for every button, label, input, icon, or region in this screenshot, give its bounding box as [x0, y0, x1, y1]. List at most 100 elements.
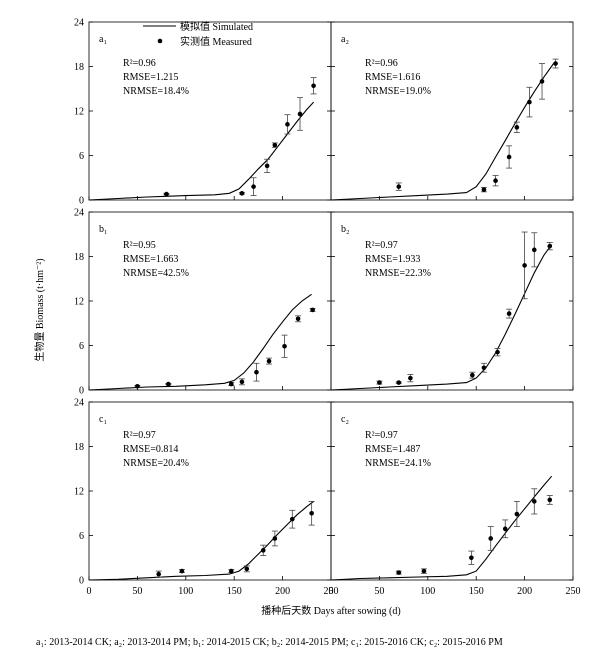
legend-measured-marker: [157, 38, 163, 44]
measured-point: [421, 568, 427, 574]
measured-point: [272, 536, 278, 541]
stat-r2: R²=0.96: [123, 58, 156, 69]
stat-r2: R²=0.96: [365, 58, 398, 69]
measured-point: [156, 571, 161, 577]
stat-r2: R²=0.97: [365, 430, 398, 441]
y-tick-label: 18: [74, 62, 84, 73]
y-tick-label: 0: [79, 576, 84, 587]
stat-nrmse: NRMSE=20.4%: [123, 458, 189, 469]
stat-nrmse: NRMSE=22.3%: [365, 268, 431, 279]
x-tick-label: 200: [275, 586, 290, 597]
panel-frame: [330, 401, 574, 581]
measured-point: [166, 381, 171, 387]
panel-frame: [88, 211, 332, 391]
legend-measured-label: 实测值 Measured: [180, 35, 252, 48]
panel-label: b₁: [99, 224, 108, 235]
measured-point: [239, 379, 245, 385]
simulated-line: [330, 475, 553, 581]
y-tick-label: 12: [74, 297, 84, 308]
y-tick-label: 18: [74, 442, 84, 453]
x-tick-label: 50: [374, 586, 384, 597]
stat-nrmse: NRMSE=19.0%: [365, 86, 431, 97]
measured-point: [396, 380, 402, 385]
panel-a1: 0 6 12 18 24 a₁ R²=0.96 RMSE=1.215 NRMSE=18.4%: [74, 18, 332, 207]
measured-point: [254, 369, 259, 375]
simulated-line: [330, 63, 555, 201]
measured-point: [266, 358, 272, 364]
simulated-line: [88, 101, 315, 201]
measured-point: [469, 555, 474, 561]
panel-label: c₁: [99, 414, 107, 425]
measured-point: [377, 380, 382, 385]
stat-rmse: RMSE=1.616: [365, 72, 420, 83]
measured-point: [309, 510, 314, 516]
measured-point: [493, 178, 498, 184]
measured-point: [239, 191, 245, 196]
measured-point: [396, 184, 402, 189]
simulated-line: [88, 293, 312, 391]
stat-r2: R²=0.95: [123, 240, 156, 251]
panel-label: a₁: [99, 34, 107, 45]
measured-point: [481, 187, 487, 192]
panel-label: a₂: [341, 34, 349, 45]
stat-rmse: RMSE=1.215: [123, 72, 178, 83]
measured-point: [228, 568, 234, 574]
measured-point: [297, 111, 303, 117]
measured-point: [244, 566, 250, 572]
measured-point: [135, 383, 140, 389]
y-tick-label: 0: [79, 386, 84, 397]
measured-point: [481, 365, 487, 371]
measured-point: [179, 568, 185, 574]
measured-point: [260, 548, 266, 553]
panel-b2: b₂ R²=0.97 RMSE=1.933 NRMSE=22.3%: [330, 211, 574, 391]
panel-c1: 0 6 12 18 24 0 50 100 150 200 250 c₁ R²=0.97 RMSE=0.8…: [74, 398, 339, 598]
measured-point: [408, 375, 413, 381]
measured-point: [396, 570, 402, 575]
panel-label: b₂: [341, 224, 350, 235]
y-tick-label: 6: [79, 151, 84, 162]
panel-frame: [88, 21, 332, 201]
x-tick-label: 0: [329, 586, 334, 597]
measured-point: [251, 184, 256, 189]
measured-point: [553, 61, 558, 66]
measured-point: [228, 381, 234, 387]
panel-frame: [330, 211, 574, 391]
stat-nrmse: NRMSE=18.4%: [123, 86, 189, 97]
measured-point: [531, 499, 537, 504]
panel-label: c₂: [341, 414, 349, 425]
y-tick-label: 24: [74, 208, 84, 219]
y-tick-label: 24: [74, 398, 84, 409]
simulated-line: [88, 500, 314, 581]
y-tick-label: 12: [74, 487, 84, 498]
measured-point: [285, 122, 290, 127]
stat-nrmse: NRMSE=42.5%: [123, 268, 189, 279]
y-tick-label: 0: [79, 196, 84, 207]
x-tick-label: 200: [517, 586, 532, 597]
measured-point: [506, 154, 512, 160]
x-tick-label: 0: [87, 586, 92, 597]
figure-caption: a₁: 2013-2014 CK; a₂: 2013-2014 PM; b₁: …: [36, 637, 503, 648]
stat-rmse: RMSE=0.814: [123, 444, 178, 455]
measured-point: [527, 99, 532, 105]
measured-point: [495, 349, 500, 355]
x-tick-label: 250: [324, 586, 339, 597]
y-tick-label: 18: [74, 252, 84, 263]
measured-point: [264, 163, 270, 169]
stat-rmse: RMSE=1.933: [365, 254, 420, 265]
measured-point: [289, 516, 295, 522]
legend-simulated-label: 模拟值 Simulated: [180, 20, 253, 33]
panel-a2: a₂ R²=0.96 RMSE=1.616 NRMSE=19.0%: [330, 21, 574, 201]
x-tick-label: 150: [227, 586, 242, 597]
measured-point: [547, 497, 553, 503]
panel-c2: 0 50 100 150 200 250 c₂ R²=0.97 RMSE=1.487 NRMSE=…: [329, 401, 581, 597]
y-tick-label: 6: [79, 531, 84, 542]
x-tick-label: 50: [132, 586, 142, 597]
measured-point: [295, 316, 301, 322]
x-axis-label: 播种后天数 Days after sowing (d): [261, 604, 400, 617]
measured-point: [514, 125, 520, 130]
legend: 模拟值 Simulated 实测值 Measured: [143, 20, 253, 48]
measured-point: [522, 263, 527, 268]
measured-point: [547, 243, 553, 249]
measured-point: [282, 343, 287, 349]
panel-frame: [330, 21, 574, 201]
